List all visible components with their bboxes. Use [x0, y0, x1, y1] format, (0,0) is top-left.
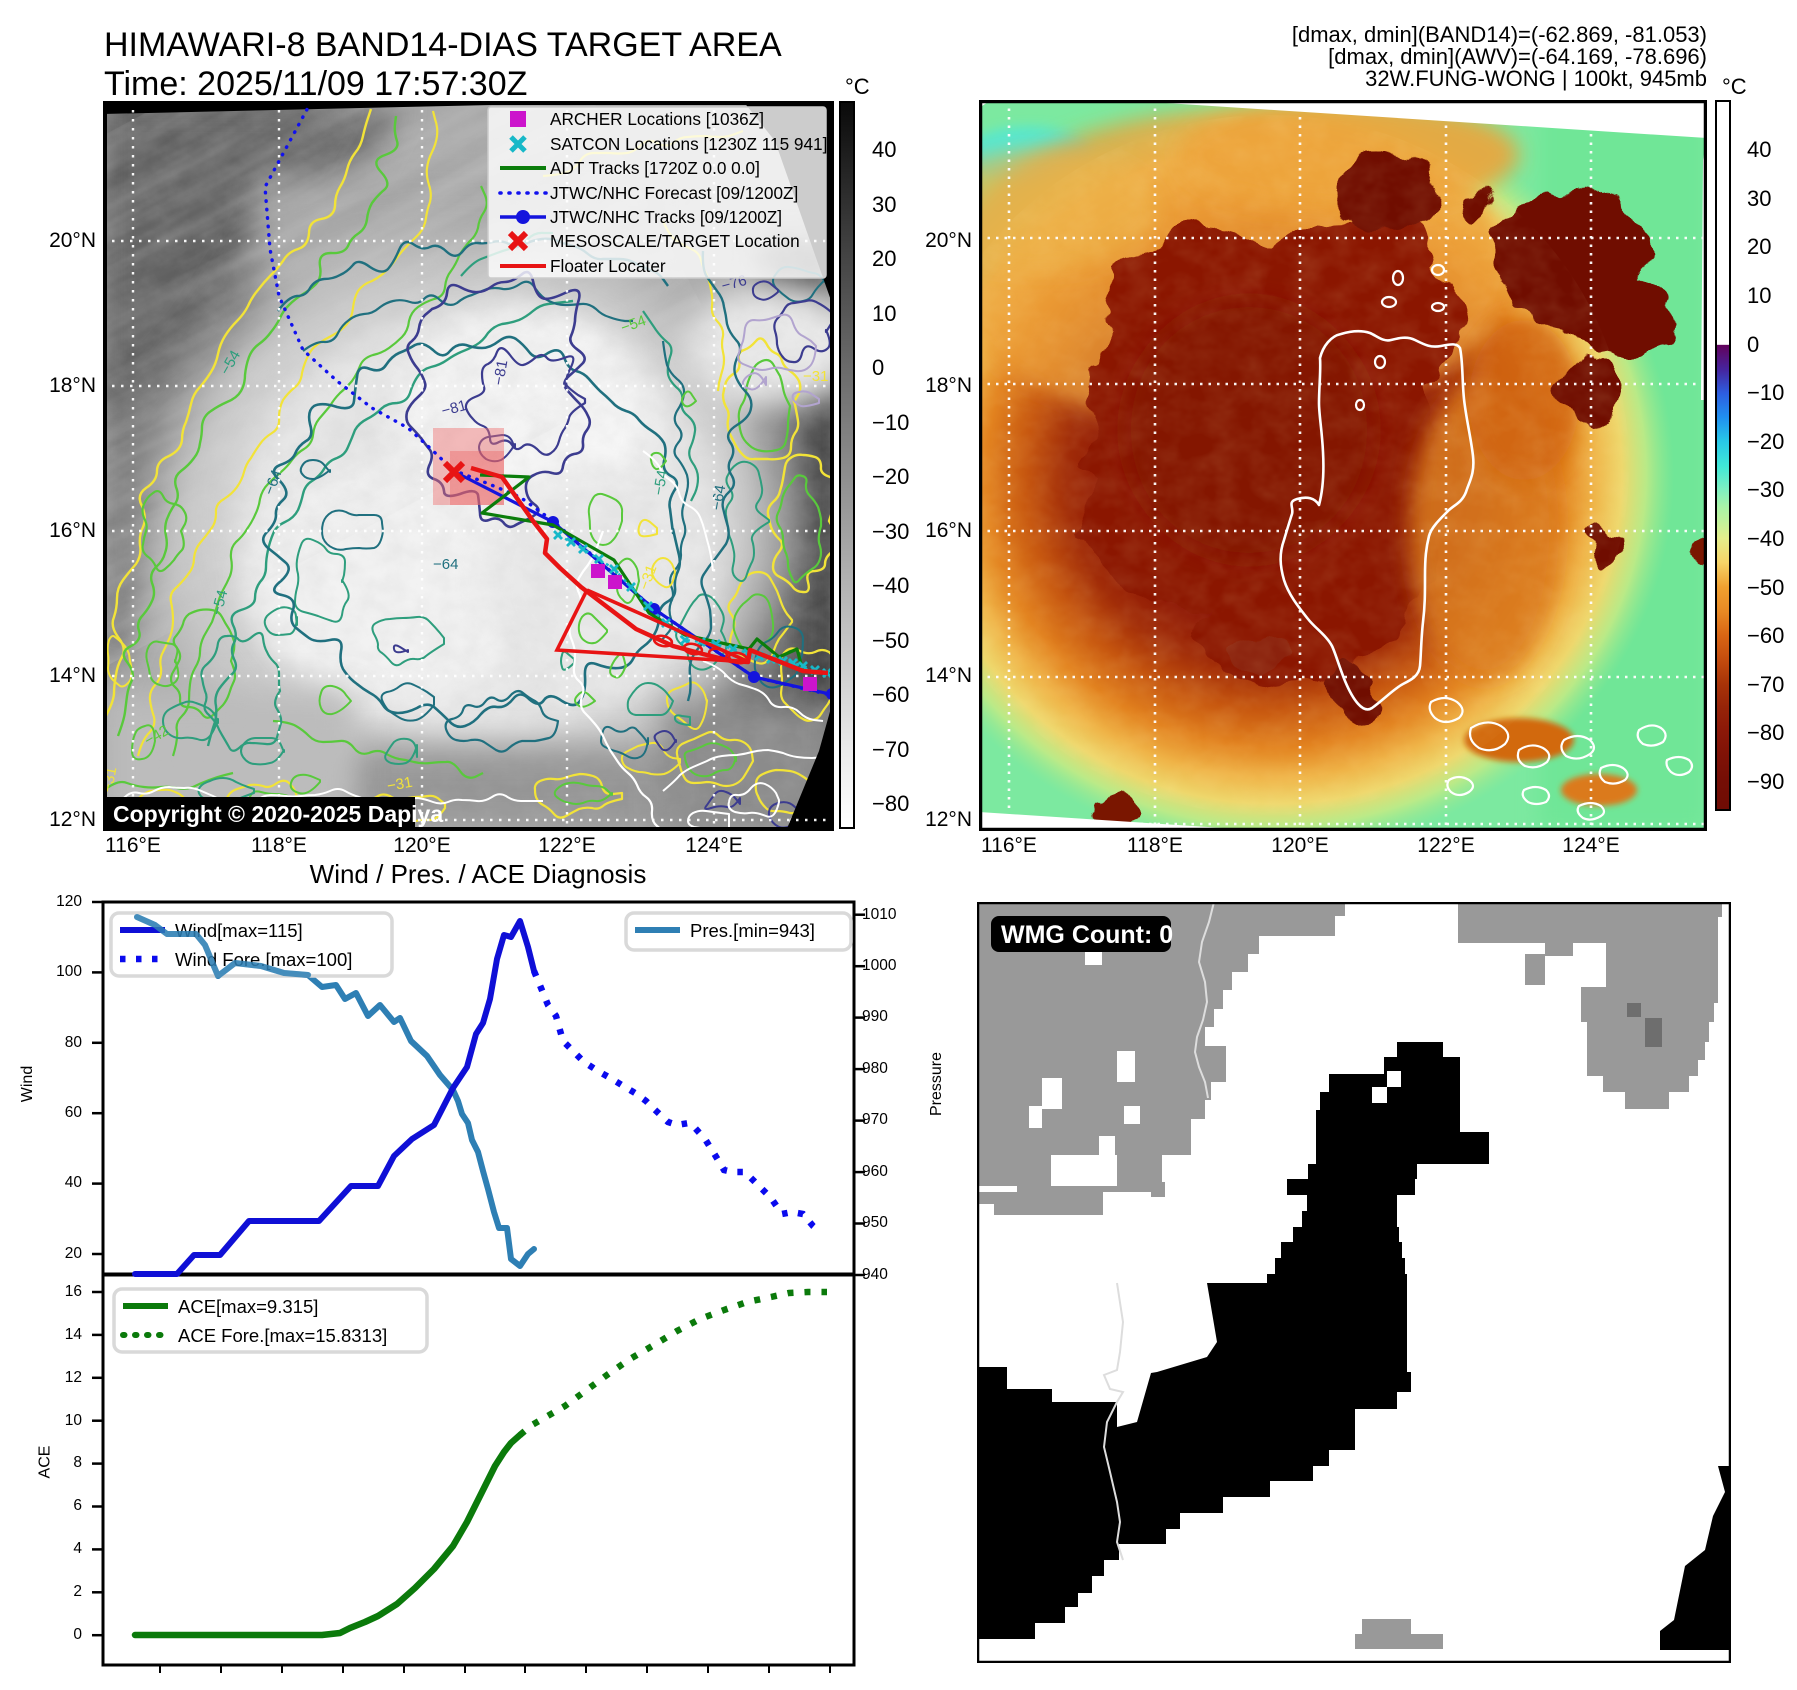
svg-text:−81: −81 — [440, 397, 469, 420]
svg-text:SATCON Locations [1230Z 115 94: SATCON Locations [1230Z 115 941] — [550, 134, 827, 154]
svg-text:Copyright © 2020-2025 Dapiya: Copyright © 2020-2025 Dapiya — [113, 801, 443, 827]
svg-text:−54: −54 — [650, 469, 671, 497]
svg-text:ACE[max=9.315]: ACE[max=9.315] — [178, 1296, 318, 1317]
svg-text:−31: −31 — [386, 774, 414, 795]
svg-text:JTWC/NHC Tracks [09/1200Z]: JTWC/NHC Tracks [09/1200Z] — [550, 207, 782, 227]
svg-text:ADT Tracks [1720Z 0.0 0.0]: ADT Tracks [1720Z 0.0 0.0] — [550, 158, 760, 178]
svg-text:−81: −81 — [490, 359, 511, 387]
svg-text:WMG Count: 0: WMG Count: 0 — [1001, 921, 1173, 949]
svg-text:−64: −64 — [433, 556, 458, 573]
svg-text:Floater Locater: Floater Locater — [550, 256, 666, 276]
svg-text:ARCHER Locations [1036Z]: ARCHER Locations [1036Z] — [550, 109, 764, 129]
svg-text:Wind Fore.[max=100]: Wind Fore.[max=100] — [175, 949, 352, 970]
svg-text:−54: −54 — [208, 588, 231, 617]
svg-text:−31: −31 — [103, 766, 120, 794]
svg-text:MESOSCALE/TARGET Location: MESOSCALE/TARGET Location — [550, 231, 800, 251]
svg-text:ACE Fore.[max=15.8313]: ACE Fore.[max=15.8313] — [178, 1325, 387, 1346]
svg-text:−31: −31 — [803, 368, 828, 385]
svg-text:−64: −64 — [708, 484, 729, 512]
svg-text:Wind[max=115]: Wind[max=115] — [175, 920, 303, 941]
svg-text:JTWC/NHC Forecast [09/1200Z]: JTWC/NHC Forecast [09/1200Z] — [550, 183, 798, 203]
svg-text:Pres.[min=943]: Pres.[min=943] — [690, 920, 815, 941]
